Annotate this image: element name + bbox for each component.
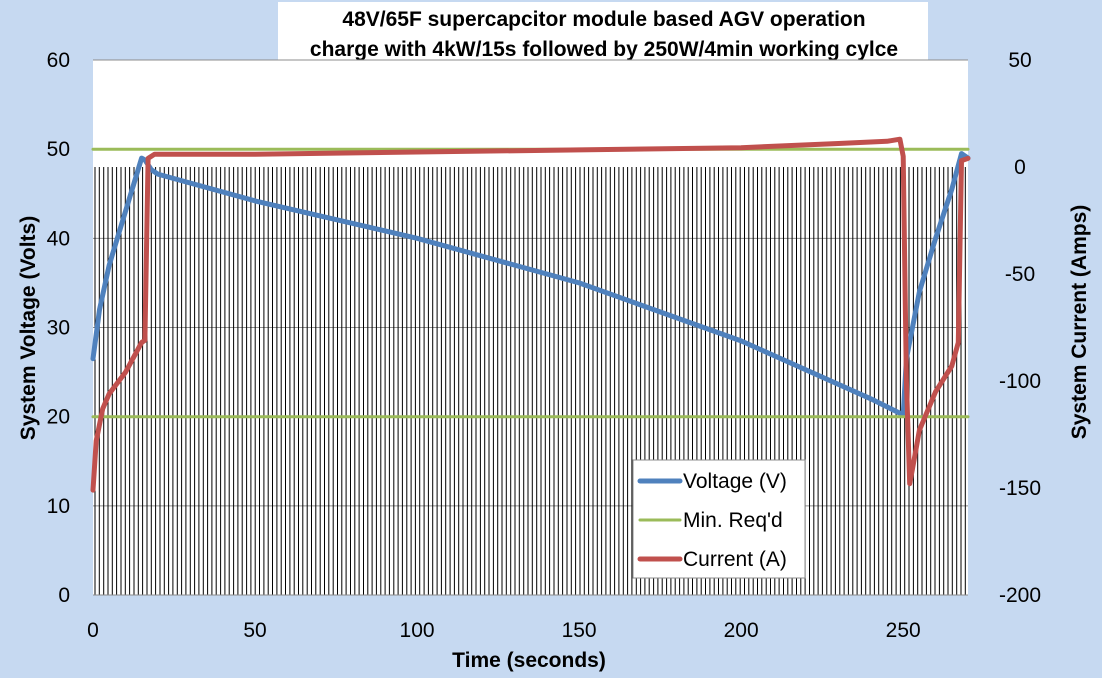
y-axis-title: System Voltage (Volts) bbox=[17, 216, 40, 440]
y2-tick-label: -50 bbox=[1005, 263, 1035, 286]
y-tick-label: 0 bbox=[58, 584, 70, 607]
y2-tick-label: -200 bbox=[999, 584, 1041, 607]
x-tick-label: 200 bbox=[724, 619, 759, 642]
y2-tick-label: -100 bbox=[999, 370, 1041, 393]
legend-label: Min. Req'd bbox=[683, 509, 783, 532]
x-tick-label: 150 bbox=[562, 619, 597, 642]
x-tick-label: 100 bbox=[400, 619, 435, 642]
y2-tick-label: 50 bbox=[1008, 49, 1031, 72]
y-tick-label: 60 bbox=[47, 49, 70, 72]
series-line-voltage-v bbox=[90, 151, 971, 418]
x-axis-title: Time (seconds) bbox=[452, 649, 606, 672]
series-line-current-a bbox=[90, 136, 971, 493]
title-backdrop bbox=[278, 2, 928, 66]
y2-tick-label: 0 bbox=[1014, 156, 1026, 179]
x-tick-label: 250 bbox=[886, 619, 921, 642]
y-tick-label: 50 bbox=[47, 138, 70, 161]
x-tick-label: 0 bbox=[87, 619, 99, 642]
x-tick-label: 50 bbox=[243, 619, 266, 642]
y-tick-label: 30 bbox=[47, 317, 70, 340]
legend-label: Voltage (V) bbox=[683, 470, 787, 493]
y2-axis-title: System Current (Amps) bbox=[1068, 205, 1091, 440]
chart-title-line-1: 48V/65F supercapcitor module based AGV o… bbox=[342, 8, 865, 31]
y-tick-label: 10 bbox=[47, 495, 70, 518]
legend: Voltage (V) Min. Req'd Current (A) bbox=[632, 459, 806, 579]
y-tick-label: 20 bbox=[47, 406, 70, 429]
legend-label: Current (A) bbox=[683, 548, 787, 571]
y-tick-label: 40 bbox=[47, 227, 70, 250]
y2-tick-label: -150 bbox=[999, 477, 1041, 500]
chart-title-line-2: charge with 4kW/15s followed by 250W/4mi… bbox=[310, 38, 898, 61]
